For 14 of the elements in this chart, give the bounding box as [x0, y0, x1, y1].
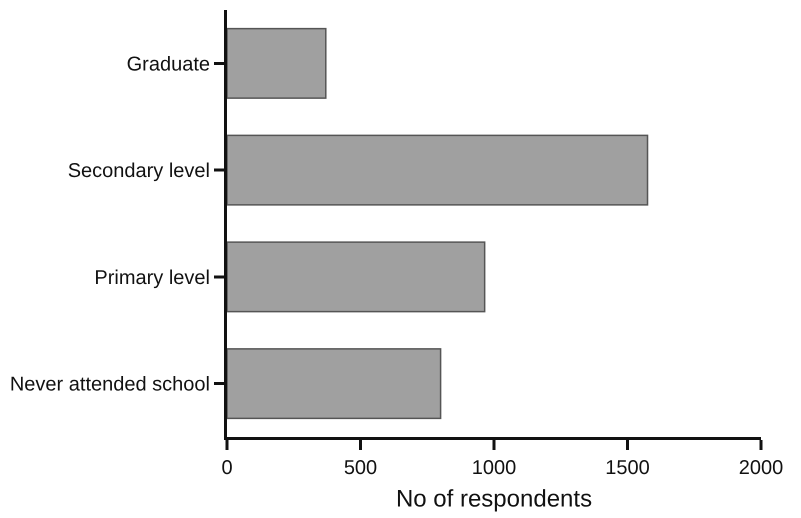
y-tick-label: Never attended school — [10, 374, 210, 396]
x-tick-label: 0 — [221, 457, 233, 479]
bar — [227, 28, 327, 99]
x-tick-label: 500 — [344, 457, 378, 479]
bar — [227, 241, 486, 312]
x-tick-label: 2000 — [738, 457, 784, 479]
bar — [227, 134, 648, 206]
y-tick-label: Primary level — [94, 266, 210, 289]
x-tick-label: 1500 — [605, 457, 650, 479]
bar — [227, 348, 442, 420]
y-tick-label: Secondary level — [68, 160, 210, 182]
x-tick-label: 1000 — [472, 457, 516, 479]
y-tick-label: Graduate — [126, 53, 210, 76]
x-axis-title: No of respondents — [396, 485, 592, 512]
